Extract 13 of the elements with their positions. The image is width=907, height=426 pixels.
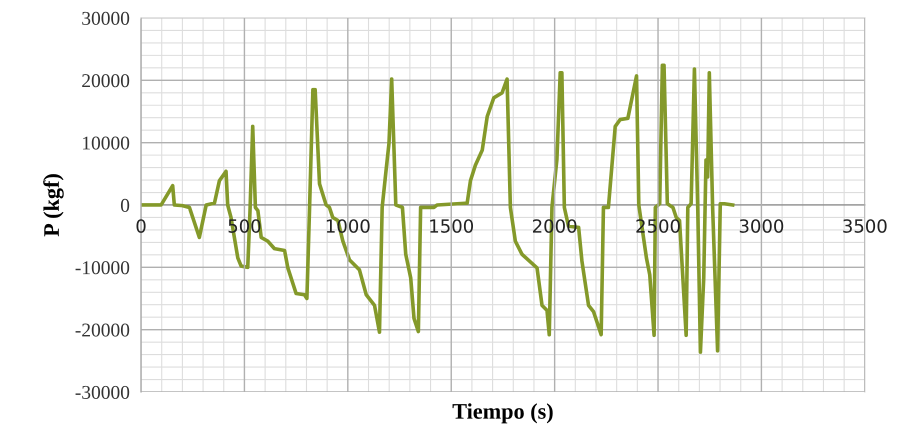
x-tick-label: 0 [136, 219, 146, 233]
y-tick-label: 10000 [83, 136, 130, 150]
y-tick-label: 0 [120, 198, 130, 212]
x-tick-label: 1500 [430, 219, 474, 233]
y-tick-label: -30000 [76, 386, 130, 399]
y-tick-label: 30000 [82, 12, 130, 25]
x-tick-label: 3500 [843, 219, 887, 233]
x-tick-label: 3000 [740, 219, 784, 233]
y-tick-label: -10000 [76, 261, 130, 274]
y-tick-label: -20000 [76, 323, 130, 337]
y-tick-label: 20000 [82, 74, 130, 88]
y-axis-title: P (kgf) [43, 174, 64, 236]
x-axis-title: Tiempo (s) [452, 403, 553, 424]
